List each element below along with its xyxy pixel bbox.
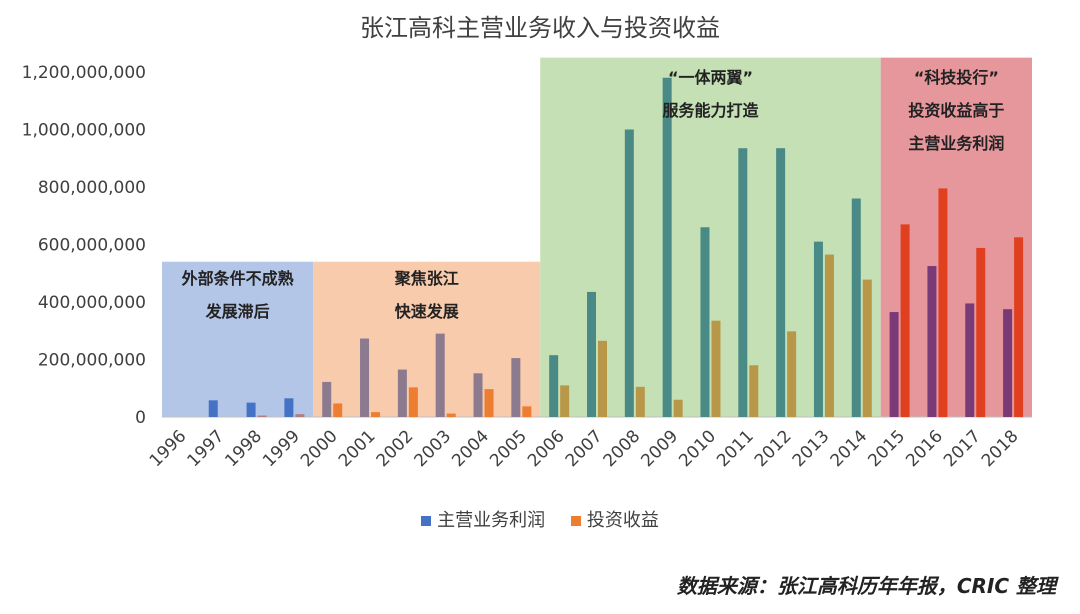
x-tick-label-2008: 2008 [600,426,645,471]
bar-1998-series-2 [257,415,267,417]
x-tick-label-2003: 2003 [410,426,455,471]
bar-2002-series-2 [408,387,418,417]
source-note: 数据来源：张江高科历年年报，CRIC 整理 [676,574,1056,598]
period-annotation-3-line-2: 服务能力打造 [662,101,759,120]
x-tick-label-2000: 2000 [297,426,342,471]
bar-2018-series-1 [1003,309,1013,417]
period-annotation-4-line-3: 主营业务利润 [908,134,1004,153]
period-annotation-2-line-1: 聚焦张江 [394,269,459,288]
legend: 主营业务利润 投资收益 [0,506,1080,532]
bar-2002-series-1 [397,369,407,417]
x-tick-label-2017: 2017 [940,426,985,471]
x-tick-label-2018: 2018 [978,426,1023,471]
legend-item-series-2: 投资收益 [570,506,659,532]
bar-1997-series-1 [208,400,218,417]
bar-2013-series-2 [824,254,834,417]
x-tick-label-1998: 1998 [221,426,266,471]
bar-2017-series-2 [976,247,986,417]
x-tick-label-2004: 2004 [448,426,493,471]
legend-item-series-1: 主营业务利润 [421,506,545,532]
bar-2009-series-1 [662,77,672,417]
period-annotation-2-line-2: 快速发展 [395,302,460,321]
y-tick-label: 200,000,000 [38,351,146,371]
bar-2011-series-2 [749,365,759,417]
bar-2001-series-2 [371,412,381,417]
period-band-3 [540,57,881,417]
y-tick-label: 1,000,000,000 [22,121,146,141]
y-tick-label: 1,200,000,000 [22,63,146,83]
period-band-2 [313,261,541,417]
bar-2003-series-1 [435,333,445,417]
chart-title: 张江高科主营业务收入与投资收益 [360,14,720,42]
x-tick-label-2009: 2009 [637,426,682,471]
x-tick-label-1997: 1997 [184,426,229,471]
bar-2000-series-1 [322,381,332,417]
legend-swatch-series-2 [570,516,581,526]
legend-label-series-2: 投资收益 [586,510,659,531]
bar-2016-series-1 [927,266,937,417]
period-annotation-4-line-1: “科技投行” [914,68,999,87]
period-annotation-4-line-2: 投资收益高于 [908,101,1004,120]
y-tick-label: 800,000,000 [38,178,146,198]
bar-2014-series-2 [862,279,872,417]
bar-2007-series-1 [587,291,596,417]
bar-2001-series-1 [360,338,370,417]
bar-2005-series-1 [511,358,521,417]
x-tick-label-2007: 2007 [562,426,607,471]
x-tick-label-1999: 1999 [259,426,304,471]
x-tick-label-2012: 2012 [751,426,796,471]
bar-2016-series-2 [938,188,948,417]
x-tick-label-2005: 2005 [486,426,531,471]
period-band-1 [162,261,314,417]
bar-2018-series-2 [1014,237,1024,417]
bar-2013-series-1 [813,241,823,417]
x-tick-label-2010: 2010 [675,426,720,471]
x-tick-label-2015: 2015 [864,426,909,471]
period-annotation-3-line-1: “一体两翼” [668,68,753,87]
bar-2008-series-1 [624,129,634,417]
bar-2010-series-2 [711,320,721,417]
bar-2007-series-2 [598,340,607,417]
bar-2006-series-2 [560,385,570,417]
bar-1999-series-2 [295,414,305,417]
bar-2014-series-1 [851,198,861,417]
bar-2004-series-2 [484,389,494,417]
bar-2005-series-2 [522,406,532,417]
legend-swatch-series-1 [421,516,432,526]
bar-2012-series-1 [776,148,786,417]
bar-2015-series-2 [900,224,910,417]
bar-2011-series-1 [738,148,748,417]
x-tick-label-2001: 2001 [335,426,380,471]
bar-2008-series-2 [635,386,645,417]
bar-2012-series-2 [787,331,797,417]
x-tick-label-2002: 2002 [373,426,418,471]
bar-2000-series-2 [333,403,343,417]
bar-2009-series-2 [673,399,683,417]
legend-label-series-1: 主营业务利润 [437,510,546,531]
bar-2017-series-1 [965,303,975,417]
bar-1999-series-1 [284,398,294,417]
bar-2015-series-1 [889,312,899,417]
y-tick-label: 0 [135,408,146,428]
x-tick-label-2006: 2006 [524,426,569,471]
y-tick-label: 400,000,000 [38,293,146,313]
x-tick-label-1996: 1996 [146,426,191,471]
y-tick-label: 600,000,000 [38,236,146,256]
period-annotation-1-line-1: 外部条件不成熟 [181,269,294,288]
bar-2004-series-1 [473,373,483,417]
x-tick-label-2016: 2016 [902,426,947,471]
x-tick-label-2013: 2013 [789,426,834,471]
period-annotation-1-line-2: 发展滞后 [205,302,270,321]
x-tick-label-2014: 2014 [827,426,872,471]
bar-2003-series-2 [446,413,456,417]
bar-2010-series-1 [700,227,710,417]
bar-1998-series-1 [246,402,256,417]
x-tick-label-2011: 2011 [713,426,758,471]
bar-2006-series-1 [549,355,559,417]
